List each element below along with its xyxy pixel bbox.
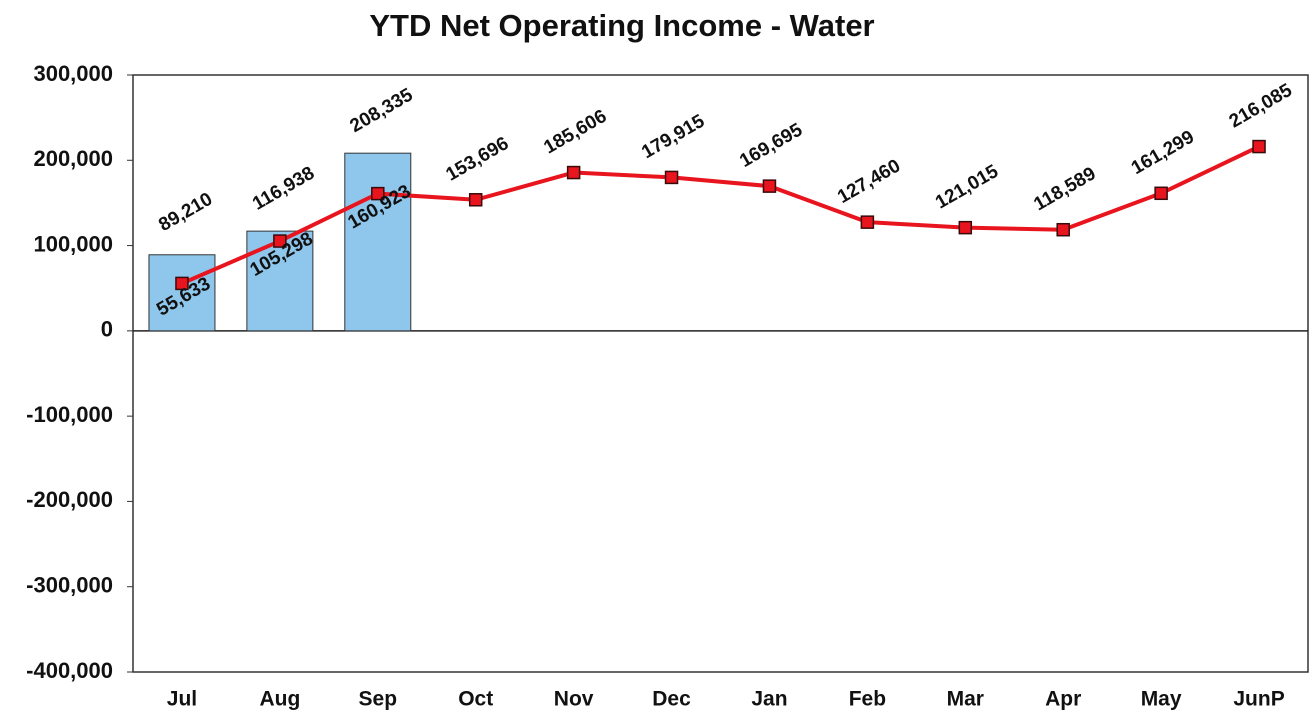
x-tick-label: Mar (947, 688, 984, 711)
line (181, 144, 1260, 286)
data-label: 179,915 (638, 111, 708, 164)
line-marker (1154, 186, 1168, 201)
line-marker (860, 215, 875, 229)
x-tick-label: Aug (259, 688, 300, 711)
x-tick-label: Nov (554, 688, 594, 711)
data-label: 169,695 (736, 119, 806, 172)
data-label: 118,589 (1030, 163, 1099, 215)
x-tick-label: Feb (849, 688, 886, 711)
chart-title: YTD Net Operating Income - Water (369, 8, 874, 43)
x-tick-label: JunP (1233, 688, 1284, 711)
x-tick-label: Sep (359, 688, 398, 711)
line-marker (468, 193, 483, 207)
line-marker (664, 170, 679, 185)
line-marker (1252, 139, 1266, 154)
x-tick-label: Oct (458, 688, 493, 711)
line-marker (175, 276, 189, 291)
x-tick-label: Jan (751, 688, 787, 711)
line-marker (273, 234, 287, 248)
x-tick-label: Jul (167, 688, 197, 711)
bar (148, 254, 216, 332)
y-tick-label: -300,000 (26, 573, 113, 598)
y-tick-label: -400,000 (26, 658, 113, 683)
plot-frame (132, 74, 1309, 673)
y-tick-label: 200,000 (33, 146, 113, 171)
data-label: 208,335 (347, 84, 417, 137)
data-label: 216,085 (1226, 80, 1296, 133)
data-label: 185,606 (540, 106, 610, 159)
bar (344, 152, 412, 332)
line-marker (762, 179, 777, 193)
data-label: 161,299 (1128, 127, 1198, 180)
y-tick-label: 0 (101, 317, 113, 342)
x-tick-label: May (1141, 688, 1182, 711)
y-tick-label: 100,000 (33, 231, 113, 256)
x-tick-label: Apr (1045, 688, 1081, 711)
data-label: 127,460 (834, 155, 904, 208)
y-tick-label: -200,000 (26, 487, 113, 512)
data-label: 121,015 (932, 161, 1002, 214)
data-label: 153,696 (442, 133, 512, 186)
line-marker (1056, 222, 1070, 237)
y-tick-label: 300,000 (33, 61, 113, 86)
x-tick-label: Dec (652, 688, 691, 711)
data-label: 89,210 (155, 189, 216, 236)
line-marker (566, 165, 581, 180)
line-marker (958, 220, 973, 235)
data-label: 116,938 (249, 163, 318, 215)
y-tick-label: -100,000 (26, 402, 113, 427)
line-marker (371, 186, 385, 201)
